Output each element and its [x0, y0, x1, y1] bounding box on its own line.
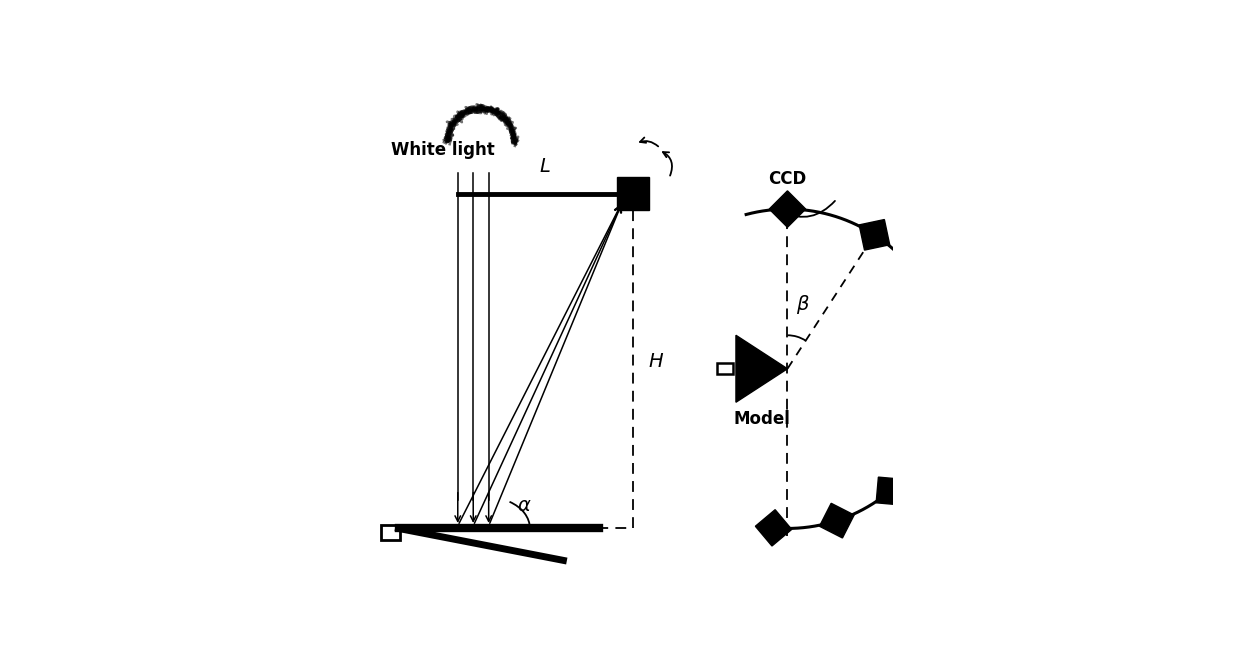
Text: White light: White light	[391, 140, 495, 159]
Text: $\alpha$: $\alpha$	[517, 496, 532, 514]
Polygon shape	[616, 177, 650, 210]
Polygon shape	[929, 351, 966, 387]
Polygon shape	[737, 335, 787, 402]
Text: $\beta$: $\beta$	[796, 293, 810, 316]
FancyBboxPatch shape	[381, 525, 401, 540]
Polygon shape	[877, 477, 904, 505]
Text: L: L	[539, 157, 551, 175]
Text: H: H	[649, 351, 663, 371]
Text: Model: Model	[733, 410, 790, 428]
FancyBboxPatch shape	[717, 363, 733, 375]
Polygon shape	[755, 510, 791, 546]
Polygon shape	[820, 503, 854, 538]
Polygon shape	[769, 191, 806, 227]
Polygon shape	[910, 273, 941, 304]
Text: CCD: CCD	[769, 171, 806, 189]
Polygon shape	[859, 219, 890, 250]
